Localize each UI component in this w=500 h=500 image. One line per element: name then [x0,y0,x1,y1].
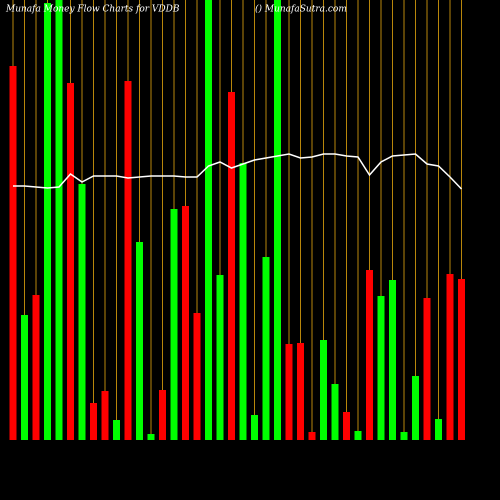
bar [67,83,74,440]
bar [101,391,109,440]
bar [400,432,408,440]
bar [274,0,281,440]
bar [228,92,235,440]
bar [44,3,51,440]
bar [320,340,327,440]
chart-subtitle: () MunafaSutra.com [255,4,347,15]
bar [32,295,40,440]
bar [354,431,362,440]
bar [366,270,373,440]
bar [297,343,304,440]
bar [251,415,258,440]
bar [343,412,350,440]
bar [124,81,132,440]
bar [55,0,63,440]
bar [412,376,419,440]
bar [170,209,178,440]
bar [446,274,454,440]
bar [216,275,224,440]
bar [147,434,155,440]
bar [308,432,316,440]
bar [90,403,97,440]
bar [9,66,17,440]
bar [331,384,339,440]
bar [113,420,120,440]
bar [21,315,28,440]
bar [78,184,86,440]
bar [423,298,431,440]
plot-area [9,0,465,440]
bar [435,419,442,440]
bar [377,296,385,440]
bar [159,390,166,440]
chart-title: Munafa Money Flow Charts for VDDB [5,5,180,15]
money-flow-line [13,153,463,190]
bar [205,0,212,440]
bar [193,313,201,440]
bar [182,206,189,440]
bar [136,242,143,440]
bar [285,344,293,440]
bar [262,257,270,440]
bar [239,163,247,440]
bar [389,280,396,440]
bar [458,279,465,440]
